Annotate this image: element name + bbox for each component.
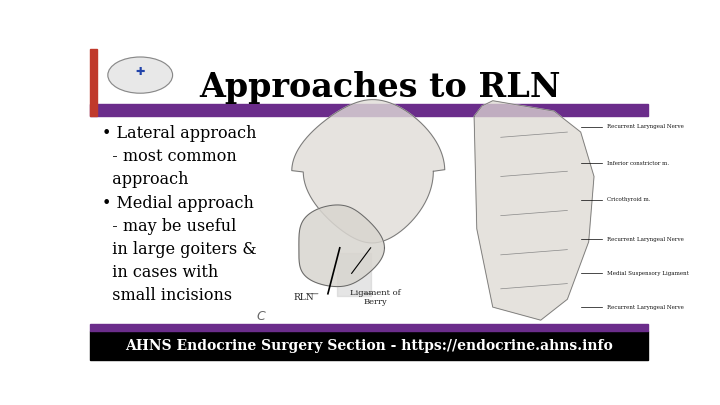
Text: AHNS Endocrine Surgery Section - https://endocrine.ahns.info: AHNS Endocrine Surgery Section - https:/… [125, 339, 613, 353]
Bar [90, 49, 96, 116]
Text: Ligament of
Berry: Ligament of Berry [350, 289, 401, 306]
Text: Recurrent Laryngeal Nerve: Recurrent Laryngeal Nerve [608, 124, 684, 129]
Text: Cricothyroid m.: Cricothyroid m. [608, 198, 651, 202]
Bar [90, 331, 648, 360]
Text: Approaches to RLN: Approaches to RLN [199, 71, 561, 104]
Text: Inferior constrictor m.: Inferior constrictor m. [608, 161, 670, 166]
Text: Medial Suspensory Ligament: Medial Suspensory Ligament [608, 271, 689, 276]
Text: ✚: ✚ [135, 67, 145, 77]
Text: Recurrent Laryngeal Nerve: Recurrent Laryngeal Nerve [608, 237, 684, 242]
Polygon shape [474, 101, 594, 320]
Text: Recurrent Laryngeal Nerve: Recurrent Laryngeal Nerve [608, 305, 684, 309]
Polygon shape [299, 205, 384, 287]
Text: RLN: RLN [294, 293, 315, 302]
Text: • Medial approach
  - may be useful
  in large goiters &
  in cases with
  small: • Medial approach - may be useful in lar… [102, 195, 257, 304]
Bar [90, 324, 648, 331]
Bar [90, 104, 648, 116]
Text: C: C [256, 310, 266, 323]
Text: • Lateral approach
  - most common
  approach: • Lateral approach - most common approac… [102, 125, 257, 188]
Circle shape [108, 57, 173, 93]
Polygon shape [292, 100, 445, 243]
